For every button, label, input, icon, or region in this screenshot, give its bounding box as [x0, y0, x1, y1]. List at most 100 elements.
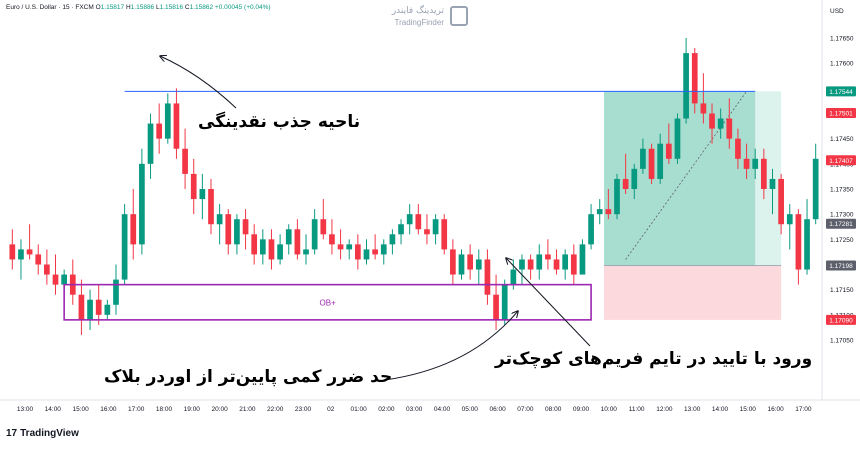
- candle-body[interactable]: [95, 299, 102, 315]
- candle-body[interactable]: [156, 123, 163, 139]
- candle-body[interactable]: [242, 219, 249, 235]
- candle-body[interactable]: [501, 284, 508, 320]
- candle-body[interactable]: [380, 244, 387, 255]
- candle-body[interactable]: [493, 294, 499, 320]
- candle-body[interactable]: [657, 143, 664, 179]
- candle-body[interactable]: [804, 219, 810, 270]
- candle-body[interactable]: [562, 254, 569, 270]
- candle-body[interactable]: [139, 163, 145, 245]
- candle-body[interactable]: [52, 274, 59, 285]
- candle-body[interactable]: [337, 244, 344, 250]
- candle-body[interactable]: [363, 249, 370, 260]
- candle-body[interactable]: [208, 189, 214, 225]
- candle-body[interactable]: [216, 214, 223, 225]
- stoploss-zone[interactable]: [604, 265, 782, 320]
- candle-body[interactable]: [570, 254, 577, 275]
- order-block-box[interactable]: [63, 283, 592, 321]
- candle-body[interactable]: [579, 244, 586, 275]
- candle-body[interactable]: [251, 234, 258, 255]
- candle-body[interactable]: [130, 214, 137, 245]
- candle-body[interactable]: [190, 173, 197, 200]
- candle-body[interactable]: [424, 229, 430, 235]
- candle-body[interactable]: [18, 249, 24, 260]
- candle-body[interactable]: [510, 269, 517, 285]
- currency-label: USD: [830, 8, 844, 15]
- candle-body[interactable]: [683, 53, 689, 119]
- candle-body[interactable]: [622, 178, 629, 189]
- candle-body[interactable]: [648, 148, 655, 179]
- target-zone[interactable]: [604, 91, 756, 266]
- candle-body[interactable]: [717, 118, 724, 129]
- candle-body[interactable]: [536, 254, 543, 270]
- candle-body[interactable]: [294, 229, 301, 255]
- candle-body[interactable]: [389, 234, 396, 245]
- candle-body[interactable]: [674, 118, 681, 159]
- candle-body[interactable]: [199, 189, 206, 200]
- candle-body[interactable]: [44, 264, 50, 275]
- candle-body[interactable]: [320, 219, 327, 235]
- candle-body[interactable]: [475, 259, 482, 270]
- candle-body[interactable]: [726, 118, 733, 139]
- candle-body[interactable]: [614, 178, 620, 215]
- candle-body[interactable]: [432, 219, 439, 235]
- candle-body[interactable]: [527, 259, 534, 270]
- candle-body[interactable]: [640, 148, 646, 169]
- candle-body[interactable]: [709, 113, 715, 129]
- candle-body[interactable]: [743, 158, 750, 169]
- candle-body[interactable]: [9, 244, 16, 260]
- candle-body[interactable]: [303, 249, 309, 255]
- candle-body[interactable]: [35, 254, 42, 265]
- candle-body[interactable]: [61, 274, 67, 285]
- price-badge-label: 1.17407: [829, 158, 853, 165]
- candle-body[interactable]: [398, 224, 404, 235]
- candle-body[interactable]: [121, 214, 128, 280]
- candle-body[interactable]: [147, 123, 154, 164]
- candle-body[interactable]: [458, 254, 465, 275]
- candle-body[interactable]: [372, 249, 378, 255]
- candle-body[interactable]: [605, 209, 612, 215]
- candle-body[interactable]: [329, 234, 335, 245]
- candle-body[interactable]: [812, 158, 819, 220]
- candle-body[interactable]: [467, 254, 473, 270]
- candle-body[interactable]: [519, 259, 525, 270]
- candle-body[interactable]: [355, 244, 361, 260]
- candle-body[interactable]: [665, 143, 672, 159]
- candle-body[interactable]: [182, 148, 188, 174]
- candle-body[interactable]: [631, 168, 638, 189]
- candle-body[interactable]: [596, 209, 603, 215]
- candle-body[interactable]: [285, 229, 292, 245]
- candle-body[interactable]: [735, 138, 741, 159]
- candle-body[interactable]: [415, 214, 422, 230]
- candle-body[interactable]: [234, 219, 240, 245]
- candle-body[interactable]: [259, 239, 266, 255]
- candle-body[interactable]: [450, 249, 456, 275]
- candle-body[interactable]: [311, 219, 318, 250]
- candle-body[interactable]: [225, 214, 232, 245]
- candle-body[interactable]: [268, 239, 275, 260]
- candle-body[interactable]: [78, 294, 85, 320]
- candle-body[interactable]: [588, 214, 594, 245]
- candle-body[interactable]: [553, 259, 560, 270]
- candle-body[interactable]: [104, 304, 111, 315]
- candle-body[interactable]: [441, 219, 448, 250]
- candle-body[interactable]: [406, 214, 413, 225]
- candle-body[interactable]: [786, 214, 793, 225]
- candle-body[interactable]: [277, 244, 283, 260]
- candle-body[interactable]: [700, 103, 707, 114]
- candle-body[interactable]: [87, 299, 93, 320]
- candle-body[interactable]: [26, 249, 33, 255]
- candle-body[interactable]: [164, 103, 171, 139]
- candle-body[interactable]: [173, 103, 180, 149]
- candle-body[interactable]: [484, 259, 491, 295]
- candle-body[interactable]: [778, 178, 784, 225]
- candle-body[interactable]: [346, 244, 353, 250]
- candle-body[interactable]: [761, 158, 767, 189]
- candle-body[interactable]: [769, 178, 776, 189]
- candle-body[interactable]: [691, 53, 698, 104]
- candle-body[interactable]: [545, 254, 551, 260]
- candle-body[interactable]: [752, 158, 759, 169]
- candle-body[interactable]: [795, 214, 802, 270]
- candle-body[interactable]: [113, 279, 119, 305]
